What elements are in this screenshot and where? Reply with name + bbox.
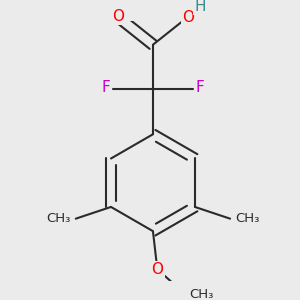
Text: O: O bbox=[151, 262, 163, 277]
Text: O: O bbox=[112, 9, 124, 24]
Text: CH₃: CH₃ bbox=[46, 212, 70, 225]
Text: H: H bbox=[194, 0, 206, 14]
Text: O: O bbox=[182, 10, 194, 25]
Text: CH₃: CH₃ bbox=[189, 288, 214, 300]
Text: CH₃: CH₃ bbox=[236, 212, 260, 225]
Text: F: F bbox=[196, 80, 204, 95]
Text: F: F bbox=[102, 80, 110, 95]
